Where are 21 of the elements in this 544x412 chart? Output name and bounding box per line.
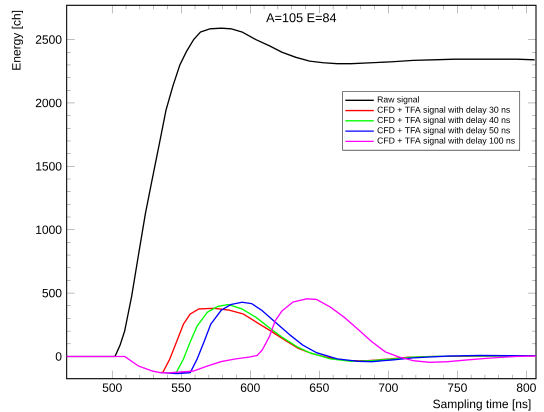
x-tick-label: 800 bbox=[516, 383, 536, 392]
y-tick-label: 1500 bbox=[36, 162, 62, 171]
legend-label: CFD + TFA signal with delay 30 ns bbox=[378, 106, 510, 114]
y-tick-label: 2000 bbox=[36, 98, 62, 108]
x-tick-label: 500 bbox=[102, 383, 122, 392]
y-tick-label: 1000 bbox=[36, 225, 62, 234]
x-tick-label: 700 bbox=[378, 383, 398, 392]
legend-label: CFD + TFA signal with delay 40 ns bbox=[378, 116, 510, 125]
legend-label: CFD + TFA signal with delay 100 ns bbox=[378, 137, 515, 146]
y-tick-label: 0 bbox=[56, 352, 62, 361]
x-tick-label: 650 bbox=[310, 383, 329, 392]
x-tick-label: 750 bbox=[448, 383, 467, 392]
legend-label: CFD + TFA signal with delay 50 ns bbox=[378, 126, 510, 136]
legend-label: Raw signal bbox=[378, 96, 419, 104]
x-tick-label: 600 bbox=[240, 383, 260, 392]
y-tick-label: 500 bbox=[42, 288, 62, 298]
x-tick-label: 550 bbox=[172, 383, 191, 392]
y-tick-label: 2500 bbox=[36, 35, 62, 44]
y-axis-title: Energy [ch] bbox=[12, 10, 23, 70]
chart-title: A=105 E=84 bbox=[266, 13, 336, 22]
x-axis-title: Sampling time [ns] bbox=[433, 399, 530, 411]
